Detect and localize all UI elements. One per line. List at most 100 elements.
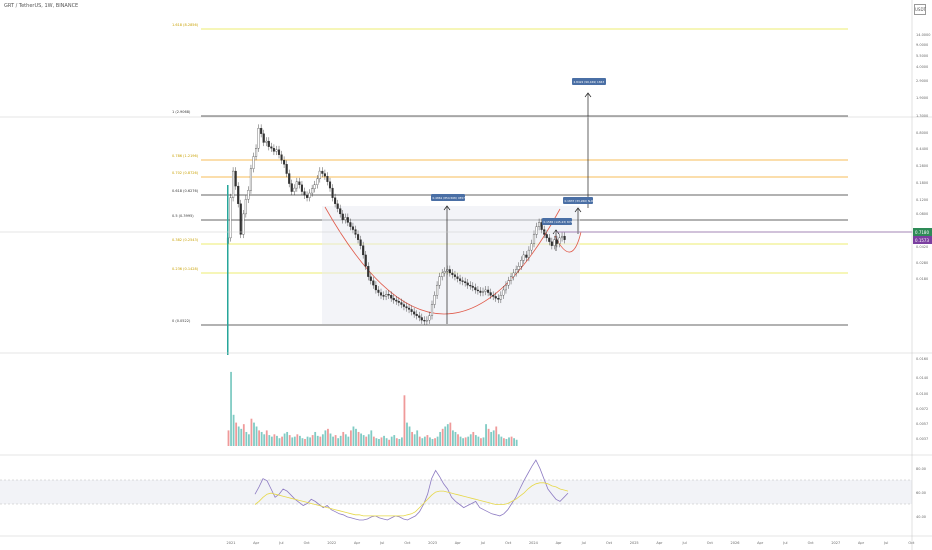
candle — [456, 272, 459, 283]
volume-bar — [464, 437, 467, 446]
x-tick-label: Jul — [379, 541, 384, 545]
candle — [249, 164, 253, 194]
volume-bar — [406, 422, 408, 446]
volume-panel — [227, 371, 518, 446]
volume-bar — [319, 436, 322, 446]
x-tick-label: 2021 — [227, 541, 236, 545]
price-tick-label: 9.0000 — [916, 43, 928, 47]
volume-bar — [439, 431, 442, 446]
candle — [561, 232, 564, 242]
volume-bar — [352, 426, 355, 446]
volume-bar — [485, 424, 487, 446]
volume-bar — [421, 438, 424, 446]
volume-bar — [314, 431, 317, 446]
volume-bar — [265, 430, 268, 446]
volume-bar — [482, 437, 485, 446]
candle — [334, 193, 337, 208]
candle — [441, 269, 444, 281]
volume-bar — [365, 436, 368, 446]
price-tick-label: 0.0180 — [916, 277, 928, 281]
candle — [425, 316, 428, 325]
fib-label: 0.5 (0.3995) — [172, 214, 194, 218]
candle — [242, 210, 245, 239]
volume-bar — [457, 434, 459, 446]
volume-bar — [293, 436, 296, 446]
handle-arrow-2-head — [552, 229, 560, 235]
candle — [387, 290, 390, 299]
currency-button[interactable]: USDT — [914, 4, 926, 15]
volume-bar — [416, 430, 419, 446]
candle — [341, 210, 344, 224]
x-tick-label: Oct — [606, 541, 613, 545]
candle — [461, 276, 464, 286]
volume-bar — [273, 434, 276, 446]
volume-bar — [230, 371, 232, 446]
candle — [512, 269, 515, 281]
price-tick-label: 0.1200 — [916, 198, 928, 202]
volume-bar — [240, 428, 243, 446]
volume-bar — [403, 395, 406, 446]
volume-bar — [270, 436, 273, 446]
candle — [234, 167, 237, 190]
candle — [270, 142, 273, 152]
volume-bar — [339, 435, 342, 446]
fib-label: 1.618 (8.2856) — [172, 23, 199, 27]
candle — [305, 191, 309, 202]
candle — [247, 186, 250, 204]
x-tick-label: 2025 — [630, 541, 639, 545]
volume-bar — [503, 438, 505, 446]
volume-tick-label: 0.0100 — [916, 392, 928, 396]
last-price-badge-2: 0.1573 — [913, 236, 932, 244]
candle — [285, 160, 288, 178]
candle — [252, 152, 255, 173]
volume-bar — [355, 428, 357, 446]
volume-bar — [344, 434, 347, 446]
annotation-text: 0.1837 (33,260) N-R — [565, 199, 594, 203]
x-tick-label: Oct — [808, 541, 815, 545]
candle — [311, 184, 314, 197]
x-tick-label: Apr — [354, 541, 361, 545]
candle — [308, 189, 311, 202]
volume-bar — [411, 431, 413, 446]
candle — [377, 286, 380, 297]
annotation-text: 0.4861 (854.568) 4557 — [433, 196, 466, 200]
volume-bar — [434, 438, 436, 446]
candle — [428, 311, 431, 324]
candle — [318, 167, 321, 183]
volume-bar — [232, 414, 235, 446]
x-tick-label: Jul — [480, 541, 485, 545]
x-tick-label: Jul — [782, 541, 787, 545]
volume-bar — [281, 436, 283, 446]
candle — [237, 182, 240, 208]
x-tick-label: Apr — [253, 541, 260, 545]
volume-bar — [408, 426, 411, 446]
candle — [272, 144, 275, 156]
volume-bar — [459, 436, 462, 446]
price-tick-label: 0.1800 — [916, 181, 928, 185]
candle — [545, 230, 548, 242]
candle — [497, 294, 500, 304]
candle — [517, 262, 520, 274]
volume-bar — [329, 433, 332, 446]
volume-bar — [513, 438, 515, 446]
candle — [466, 278, 469, 289]
candle — [277, 145, 281, 159]
volume-bar — [299, 435, 301, 446]
candle — [563, 232, 566, 244]
volume-bar — [446, 424, 449, 446]
price-tick-label: 1.9000 — [916, 96, 928, 100]
candle — [474, 283, 477, 294]
x-tick-label: Apr — [858, 541, 865, 545]
candle — [351, 222, 354, 234]
candle — [532, 230, 536, 248]
candle — [254, 144, 258, 161]
candle — [374, 281, 377, 294]
volume-bar — [316, 435, 319, 446]
volume-bar — [454, 431, 457, 446]
volume-bar — [255, 426, 258, 446]
volume-bar — [436, 436, 439, 446]
price-tick-label: 0.0280 — [916, 261, 928, 265]
candle — [385, 290, 388, 301]
last-price-badge: 0.7180 — [913, 228, 932, 236]
